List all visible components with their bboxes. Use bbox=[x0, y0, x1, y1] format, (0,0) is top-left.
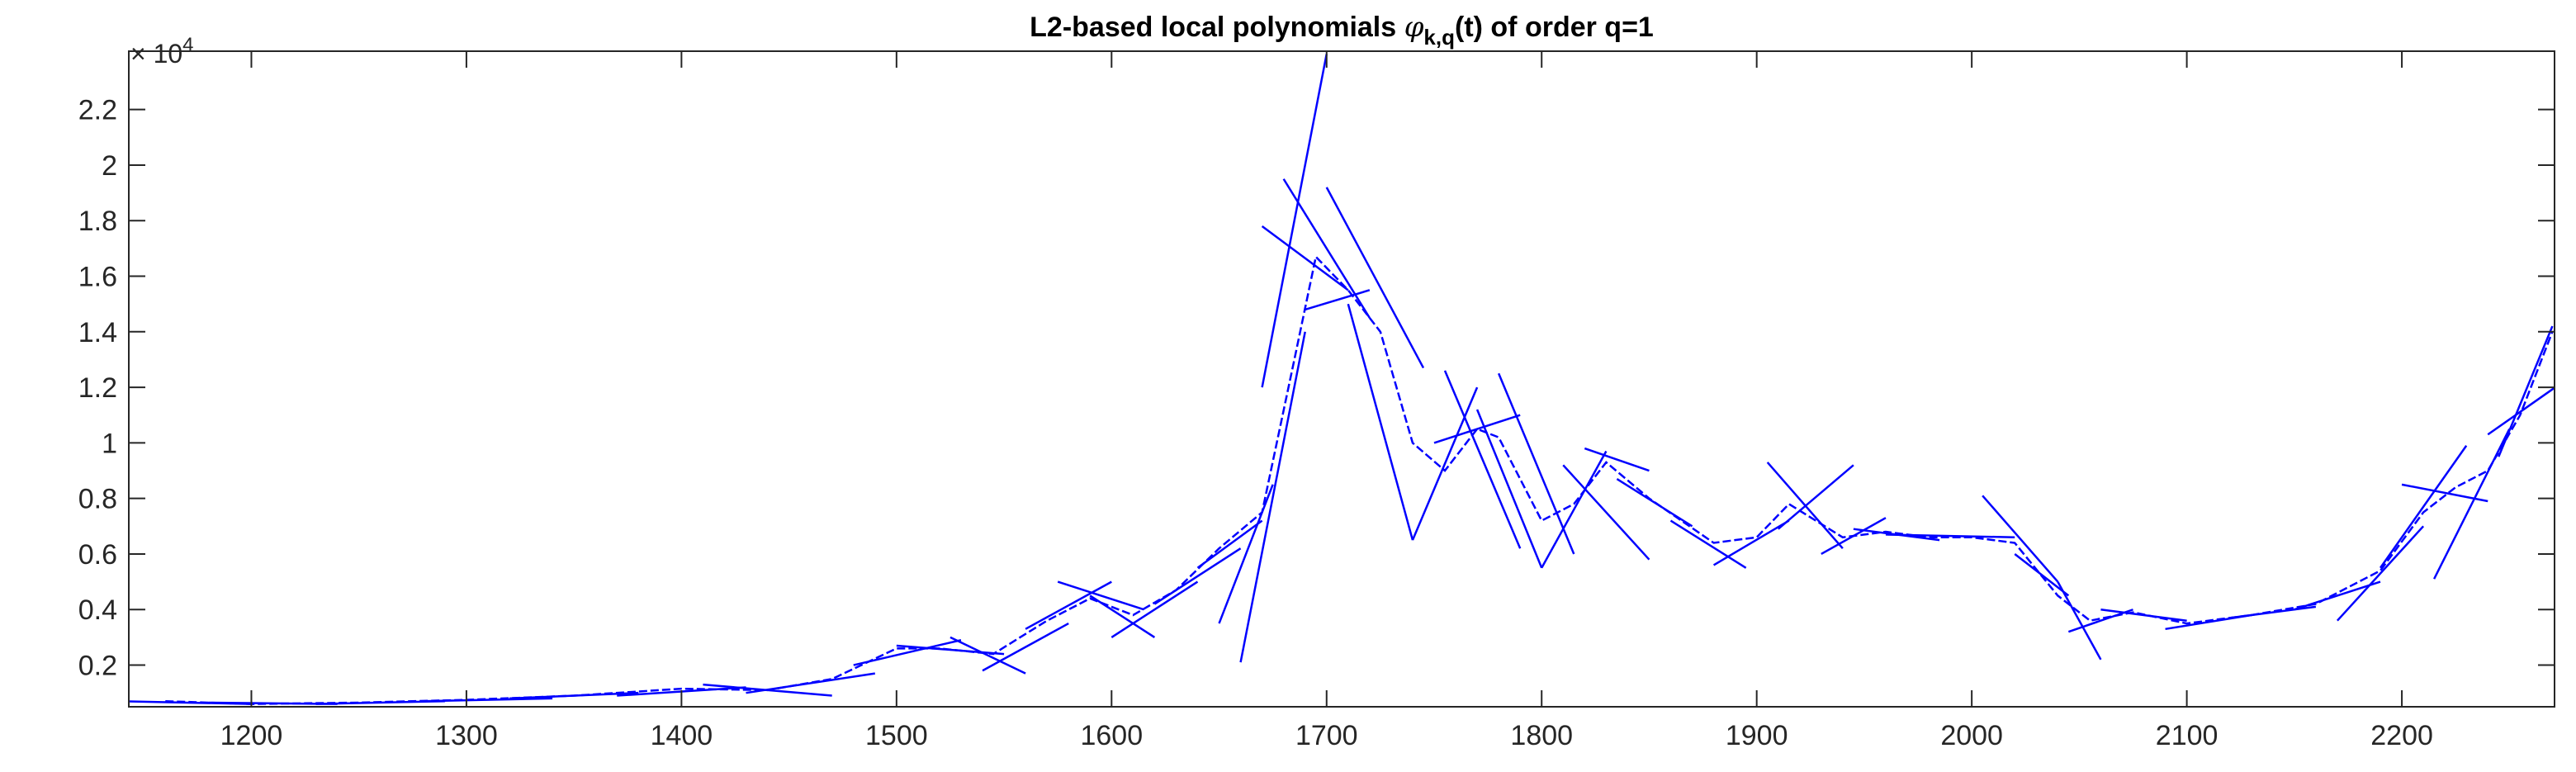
local-polynomial bbox=[1218, 484, 1274, 624]
x-tick-label: 1200 bbox=[220, 720, 283, 751]
x-tick-label: 2100 bbox=[2156, 720, 2218, 751]
local-polynomial bbox=[1475, 409, 1543, 569]
local-polynomial bbox=[982, 622, 1069, 672]
x-tick-label: 1300 bbox=[435, 720, 498, 751]
local-polynomial bbox=[853, 639, 962, 666]
local-polynomial bbox=[2337, 525, 2425, 622]
local-polynomial bbox=[1057, 580, 1144, 611]
title-text: (t) of order q=1 bbox=[1455, 12, 1654, 43]
y-tick-label: 1.8 bbox=[78, 206, 117, 237]
local-polynomial bbox=[2498, 325, 2554, 457]
local-polynomial bbox=[1196, 519, 1263, 569]
local-polynomial bbox=[315, 700, 445, 705]
local-polynomial bbox=[2379, 445, 2468, 569]
local-polynomial bbox=[1239, 331, 1306, 663]
local-polynomial bbox=[1025, 580, 1112, 630]
local-polynomial bbox=[2433, 428, 2511, 580]
local-polynomial bbox=[1089, 594, 1156, 638]
local-polynomial bbox=[1347, 303, 1414, 541]
local-polynomial bbox=[1261, 225, 1349, 291]
local-polynomial bbox=[1885, 533, 2015, 539]
axes-box bbox=[128, 50, 2555, 708]
local-polynomial bbox=[1541, 450, 1608, 569]
y-tick-label: 0.2 bbox=[78, 651, 117, 682]
x-tick-label: 1600 bbox=[1080, 720, 1143, 751]
local-polynomial bbox=[2487, 386, 2555, 436]
local-polynomial bbox=[1777, 464, 1854, 530]
local-polynomial bbox=[1584, 447, 1650, 472]
plot-area bbox=[129, 54, 2555, 705]
local-polynomial bbox=[2229, 605, 2317, 619]
local-polynomial bbox=[1443, 370, 1522, 549]
local-polynomial bbox=[896, 644, 1005, 656]
local-polynomial bbox=[1305, 289, 1371, 311]
local-polynomial bbox=[1821, 517, 1887, 556]
x-tick-label: 1800 bbox=[1510, 720, 1573, 751]
y-tick-label: 0.8 bbox=[78, 484, 117, 515]
x-tick-label: 2000 bbox=[1940, 720, 2003, 751]
local-polynomial bbox=[1669, 519, 1747, 569]
local-polynomial bbox=[509, 691, 639, 700]
local-polynomial bbox=[1411, 386, 1479, 541]
x-tick-label: 2200 bbox=[2370, 720, 2433, 751]
local-polynomial bbox=[1433, 414, 1521, 444]
local-polynomial bbox=[2294, 580, 2381, 611]
local-polynomial bbox=[949, 636, 1026, 675]
local-polynomial bbox=[1110, 580, 1199, 638]
y-tick-label: 1.6 bbox=[78, 262, 117, 293]
multiplier-power: 4 bbox=[182, 34, 193, 56]
title-symbol: φ bbox=[1404, 11, 1424, 44]
local-polynomial bbox=[1153, 547, 1242, 605]
x-tick-label: 1500 bbox=[865, 720, 928, 751]
local-polynomial bbox=[1562, 464, 1650, 561]
title-subscript: k,q bbox=[1423, 25, 1455, 50]
local-polynomial bbox=[1261, 54, 1328, 388]
chart-title: L2-based local polynomials φk,q(t) of or… bbox=[1030, 11, 1654, 50]
data-line bbox=[165, 254, 2554, 705]
y-tick-label: 2.2 bbox=[78, 95, 117, 126]
title-text: L2-based local polynomials bbox=[1030, 12, 1404, 43]
local-polynomial bbox=[1497, 372, 1575, 555]
local-polynomial bbox=[423, 697, 553, 703]
local-polynomial bbox=[2100, 609, 2187, 622]
local-polynomial bbox=[2014, 552, 2070, 597]
local-polynomial bbox=[1982, 495, 2059, 583]
y-tick-label: 2 bbox=[102, 150, 117, 182]
multiplier-base: × 10 bbox=[130, 39, 182, 69]
local-polynomial bbox=[746, 672, 875, 694]
local-polynomial bbox=[1325, 187, 1425, 369]
x-tick-label: 1400 bbox=[651, 720, 713, 751]
x-tick-label: 1900 bbox=[1726, 720, 1788, 751]
y-tick-label: 1 bbox=[102, 428, 117, 459]
y-tick-label: 0.4 bbox=[78, 594, 117, 626]
local-polynomial bbox=[1616, 478, 1693, 528]
y-multiplier: × 104 bbox=[130, 34, 194, 69]
x-tick-label: 1700 bbox=[1295, 720, 1358, 751]
y-tick-label: 1.4 bbox=[78, 317, 117, 348]
local-polynomial bbox=[2057, 580, 2102, 661]
local-polynomial bbox=[1712, 519, 1790, 566]
y-tick-label: 1.2 bbox=[78, 372, 117, 404]
y-tick-label: 0.6 bbox=[78, 539, 117, 571]
